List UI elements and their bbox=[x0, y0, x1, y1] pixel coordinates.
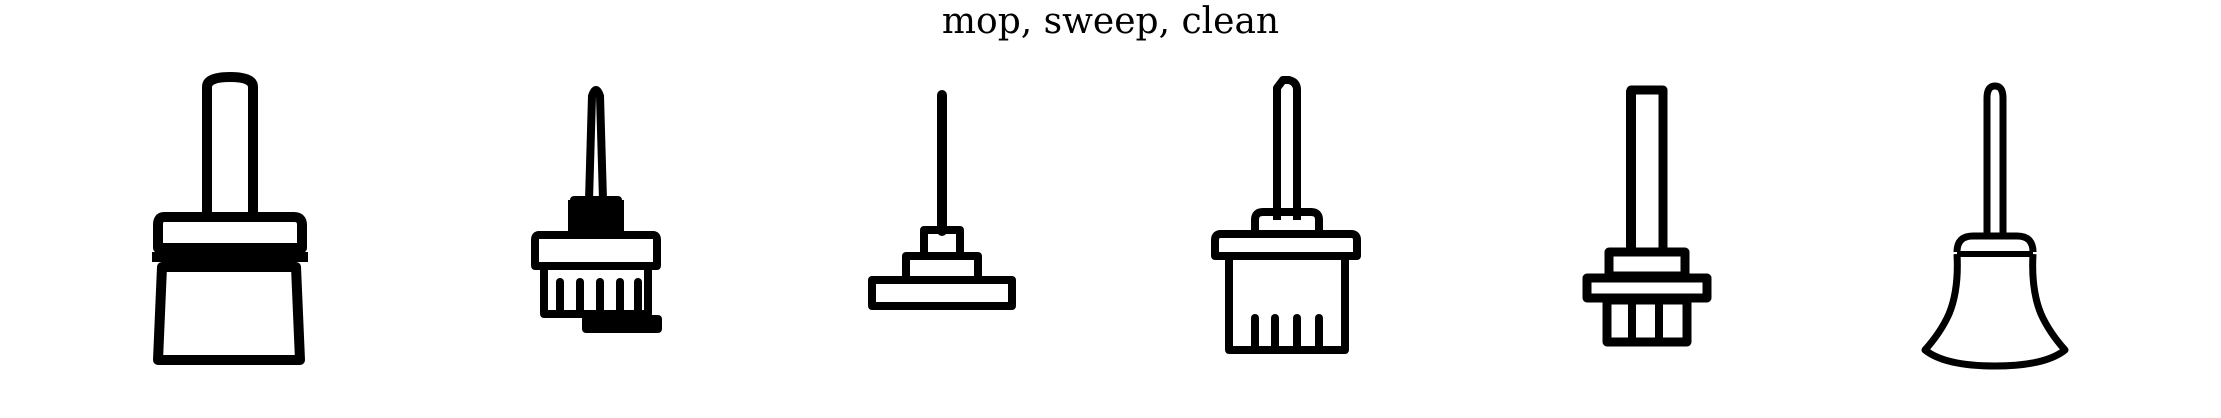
narrow-brush-icon bbox=[496, 60, 696, 380]
stick-brush-icon bbox=[1547, 60, 1747, 380]
page-title: mop, sweep, clean bbox=[941, 1, 1280, 42]
sweeping-broom-icon bbox=[1895, 60, 2095, 380]
icon-row bbox=[0, 60, 2221, 380]
paintbrush-icon bbox=[130, 60, 330, 380]
floor-mop-icon bbox=[842, 60, 1042, 380]
cleaning-broom-icon bbox=[1185, 60, 1385, 380]
